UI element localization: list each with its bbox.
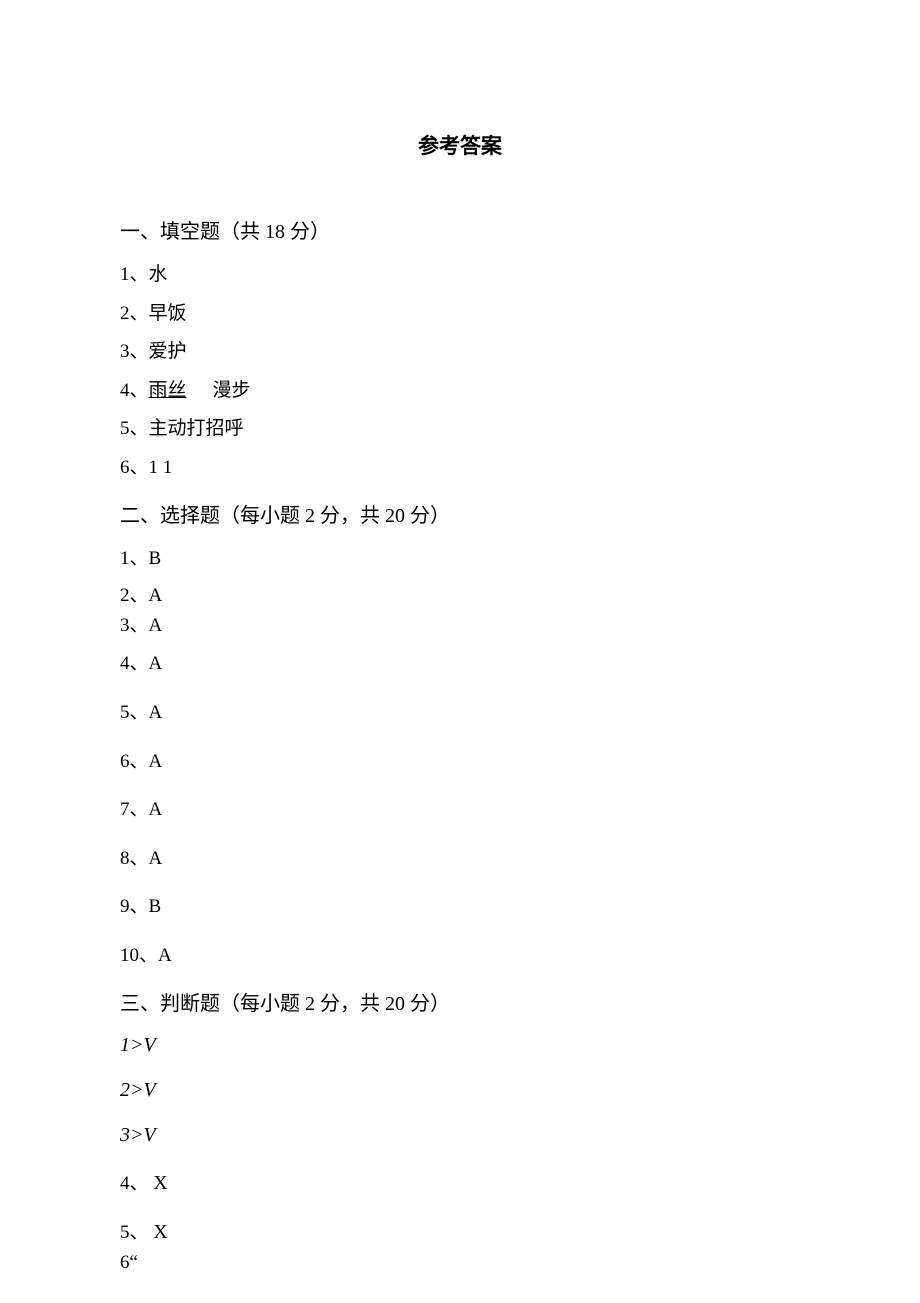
s1-item-6-text: 1 1 — [149, 457, 173, 478]
s3-item-5-num: 5、 — [120, 1222, 153, 1243]
s2-item-4-ans: A — [149, 653, 163, 674]
s2-item-8-num: 8、 — [120, 848, 149, 869]
s2-item-6-num: 6、 — [120, 751, 149, 772]
s2-item-8: 8、A — [120, 846, 800, 873]
s3-item-2: 2>V — [120, 1079, 800, 1102]
s1-item-5-num: 5、 — [120, 418, 149, 439]
s2-item-10-num: 10、 — [120, 945, 158, 966]
document-page: 参考答案 一、填空题（共 18 分） 1、水 2、早饭 3、爱护 4、雨丝漫步 … — [0, 0, 920, 1303]
s1-item-6: 6、1 1 — [120, 455, 800, 482]
s3-item-4-num: 4、 — [120, 1173, 153, 1194]
s2-item-10-ans: A — [158, 945, 172, 966]
s1-item-1-text: 水 — [149, 264, 168, 285]
s2-item-4: 4、A — [120, 651, 800, 678]
s2-item-4-num: 4、 — [120, 653, 149, 674]
s1-item-4: 4、雨丝 漫步 — [120, 378, 800, 405]
section3-heading: 三、判断题（每小题 2 分，共 20 分） — [120, 988, 800, 1020]
s1-item-4-text-a: 雨丝 — [149, 380, 187, 401]
s2-item-7-ans: A — [149, 799, 163, 820]
s2-item-7: 7、A — [120, 797, 800, 824]
s2-item-9-num: 9、 — [120, 896, 149, 917]
s2-item-2-num: 2、 — [120, 585, 149, 606]
s3-item-4-mark: X — [153, 1172, 167, 1194]
s1-item-1-num: 1、 — [120, 264, 149, 285]
s3-item-1: 1>V — [120, 1034, 800, 1057]
section2-heading: 二、选择题（每小题 2 分，共 20 分） — [120, 500, 800, 532]
s2-item-6-ans: A — [149, 751, 163, 772]
s1-item-5: 5、主动打招呼 — [120, 416, 800, 443]
s1-item-2: 2、早饭 — [120, 301, 800, 328]
s2-item-5-num: 5、 — [120, 702, 149, 723]
s1-item-2-num: 2、 — [120, 303, 149, 324]
s1-item-5-text: 主动打招呼 — [149, 418, 244, 439]
s3-item-4: 4、 X — [120, 1169, 800, 1198]
s2-item-2: 2、A — [120, 584, 800, 609]
s1-item-6-num: 6、 — [120, 457, 149, 478]
s3-item-5: 5、 X — [120, 1219, 800, 1246]
s1-item-2-text: 早饭 — [149, 303, 187, 324]
s1-item-4-text-b: 漫步 — [213, 380, 251, 401]
s2-item-9: 9、B — [120, 894, 800, 921]
s2-item-1-ans: B — [149, 548, 162, 569]
s1-item-3-num: 3、 — [120, 341, 149, 362]
s2-item-3: 3、A — [120, 613, 800, 640]
s2-item-7-num: 7、 — [120, 799, 149, 820]
s2-item-9-ans: B — [149, 896, 162, 917]
s2-item-3-num: 3、 — [120, 615, 149, 636]
s2-item-5-ans: A — [149, 702, 163, 723]
section1-heading: 一、填空题（共 18 分） — [120, 216, 800, 248]
s2-item-2-ans: A — [149, 585, 163, 606]
s3-item-6-num: 6“ — [120, 1252, 138, 1273]
s1-item-1: 1、水 — [120, 262, 800, 289]
s1-item-4-num: 4、 — [120, 380, 149, 401]
s1-item-3: 3、爱护 — [120, 339, 800, 366]
page-title: 参考答案 — [120, 130, 800, 160]
s2-item-8-ans: A — [149, 848, 163, 869]
s2-item-1-num: 1、 — [120, 548, 149, 569]
s1-item-3-text: 爱护 — [149, 341, 187, 362]
s2-item-1: 1、B — [120, 546, 800, 573]
s3-item-5-mark: X — [153, 1221, 167, 1243]
s3-item-3: 3>V — [120, 1124, 800, 1147]
s2-item-10: 10、A — [120, 943, 800, 970]
s2-item-6: 6、A — [120, 749, 800, 776]
s3-item-6: 6“ — [120, 1250, 800, 1277]
s2-item-3-ans: A — [149, 615, 163, 636]
s2-item-5: 5、A — [120, 700, 800, 727]
